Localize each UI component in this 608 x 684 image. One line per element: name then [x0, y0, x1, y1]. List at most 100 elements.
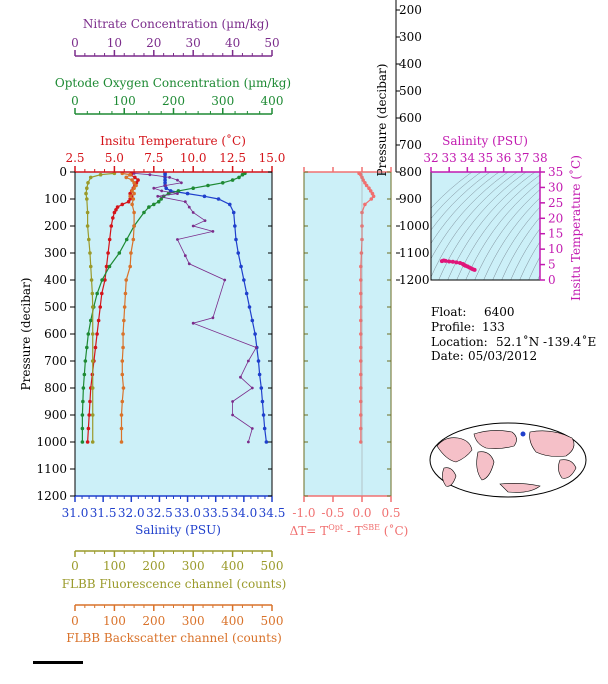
- fluorescence-point: [89, 278, 94, 282]
- delta-t-title-sup2: SBE: [363, 523, 380, 532]
- oxygen-point: [142, 210, 146, 215]
- backscatter-point: [131, 237, 136, 242]
- oxygen-point: [220, 181, 225, 185]
- ts-salinity-tick-label: 33: [442, 151, 457, 165]
- fluorescence-point: [88, 264, 93, 269]
- pressure-tick-label: 800: [44, 381, 67, 395]
- ts-salinity-tick-label: 35: [478, 151, 493, 165]
- oxygen-point: [230, 178, 235, 182]
- temperature-point: [128, 197, 132, 201]
- delta-tick-label: 0.0: [352, 506, 371, 520]
- temperature-point: [111, 216, 115, 220]
- nitrate-point: [239, 375, 242, 379]
- inset-tick-label: 1000: [399, 219, 430, 233]
- pressure-tick-label: 1200: [36, 489, 67, 503]
- oxygen-point: [124, 237, 129, 242]
- oxygen-point: [85, 345, 89, 350]
- pressure-tick-label: 1000: [36, 435, 67, 449]
- pressure-tick-label: 1100: [36, 462, 67, 476]
- oxygen-tick-label: 400: [261, 94, 284, 108]
- temperature-tick-label: 15.0: [259, 151, 286, 165]
- backscatter-point: [130, 178, 134, 182]
- delta-t-point: [370, 191, 375, 196]
- backscatter-point: [119, 413, 124, 417]
- nitrate-point: [168, 176, 171, 179]
- ts-point: [472, 267, 477, 272]
- oxygen-point: [81, 399, 85, 404]
- density-contour: [431, 172, 509, 260]
- backscatter-point: [128, 172, 132, 177]
- nitrate-point: [152, 186, 156, 190]
- ts-salinity-tick-label: 34: [460, 151, 476, 165]
- fluorescence-point: [84, 191, 88, 196]
- pressure-axis-title: Pressure (decibar): [19, 278, 33, 391]
- fluorescence-axis-title: FLBB Fluorescence channel (counts): [62, 577, 287, 591]
- delta-t-point: [359, 172, 363, 177]
- inset-tick-label: 700: [399, 138, 422, 152]
- salinity-tick-label: 34.5: [259, 506, 286, 520]
- nitrate-point: [231, 400, 235, 403]
- inset-tick-label: 900: [399, 192, 422, 206]
- nitrate-point: [191, 211, 195, 214]
- backscatter-point: [128, 194, 132, 199]
- nitrate-point: [254, 346, 258, 349]
- delta-t-point: [359, 318, 363, 323]
- temperature-point: [120, 202, 125, 207]
- delta-t-point: [359, 440, 363, 444]
- map-landmass: [473, 430, 517, 449]
- temperature-tick-label: 7.5: [144, 151, 163, 165]
- backscatter-point: [122, 305, 127, 309]
- salinity-tick-label: 34.0: [230, 506, 257, 520]
- backscatter-tick-label: 400: [221, 614, 244, 628]
- delta-t-point: [361, 178, 365, 182]
- nitrate-tick-label: 10: [107, 36, 122, 50]
- backscatter-point: [132, 191, 136, 196]
- delta-tick-label: 0.5: [381, 506, 400, 520]
- salinity-point: [231, 210, 236, 215]
- backscatter-point: [121, 332, 125, 336]
- delta-t-point: [359, 278, 363, 282]
- oxygen-point: [107, 264, 112, 269]
- inset-tick-label: 500: [399, 84, 422, 98]
- inset-tick-label: 200: [399, 3, 422, 17]
- oxygen-series-line: [81, 172, 246, 442]
- ts-point: [443, 258, 448, 263]
- salinity-tick-label: 32.5: [146, 506, 173, 520]
- nitrate-point: [176, 238, 179, 241]
- delta-t-point: [359, 264, 363, 269]
- nitrate-point: [179, 181, 183, 185]
- oxygen-point: [80, 426, 85, 431]
- ts-point: [447, 259, 452, 264]
- inset-tick-label: 1200: [399, 273, 430, 287]
- delta-t-point: [359, 251, 364, 255]
- oxygen-point: [152, 202, 156, 207]
- backscatter-point: [123, 291, 128, 296]
- fluorescence-tick-label: 0: [71, 559, 79, 573]
- backscatter-point: [132, 181, 136, 185]
- oxygen-point: [240, 172, 245, 177]
- nitrate-axis-title: Nitrate Concentration (µm/kg): [83, 17, 269, 31]
- nitrate-point: [246, 440, 250, 444]
- backscatter-point: [131, 197, 136, 201]
- delta-t-point: [364, 183, 369, 188]
- delta-t-axis-title: ΔT= TOpt - TSBE (˚C): [290, 523, 409, 538]
- temperature-point: [99, 291, 104, 296]
- salinity-point: [260, 399, 265, 404]
- location-value: 52.1˚N -139.4˚E: [496, 334, 596, 349]
- salinity-tick-label: 33.0: [174, 506, 201, 520]
- temperature-axis-title: Insitu Temperature (˚C): [100, 133, 246, 148]
- map-landmass: [499, 483, 541, 493]
- map-landmasses: [436, 430, 577, 493]
- oxygen-point: [206, 183, 210, 188]
- backscatter-point: [120, 399, 125, 404]
- temperature-tick-label: 12.5: [219, 151, 246, 165]
- salinity-point: [236, 251, 241, 255]
- salinity-point: [242, 278, 246, 282]
- delta-t-point: [359, 359, 363, 363]
- backscatter-point: [121, 386, 126, 390]
- profile-value: 133: [482, 320, 505, 334]
- temperature-point: [98, 305, 103, 309]
- nitrate-point: [183, 254, 187, 258]
- salinity-point: [257, 372, 262, 377]
